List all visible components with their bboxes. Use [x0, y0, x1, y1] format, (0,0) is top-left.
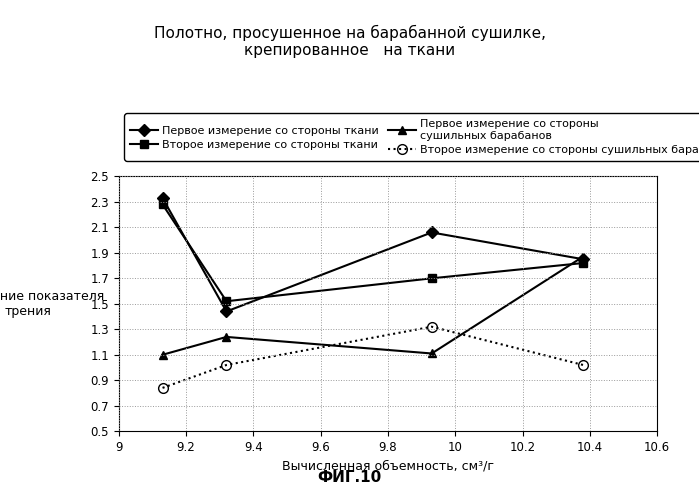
- Legend: Первое измерение со стороны ткани, Второе измерение со стороны ткани, Первое изм: Первое измерение со стороны ткани, Второ…: [124, 114, 699, 161]
- Text: Измерение показателя
трения: Измерение показателя трения: [0, 290, 105, 318]
- X-axis label: Вычисленная объемность, см³/г: Вычисленная объемность, см³/г: [282, 460, 494, 472]
- Text: ФИГ.10: ФИГ.10: [317, 470, 382, 485]
- Text: Полотно, просушенное на барабанной сушилке,
крепированное   на ткани: Полотно, просушенное на барабанной сушил…: [154, 24, 545, 58]
